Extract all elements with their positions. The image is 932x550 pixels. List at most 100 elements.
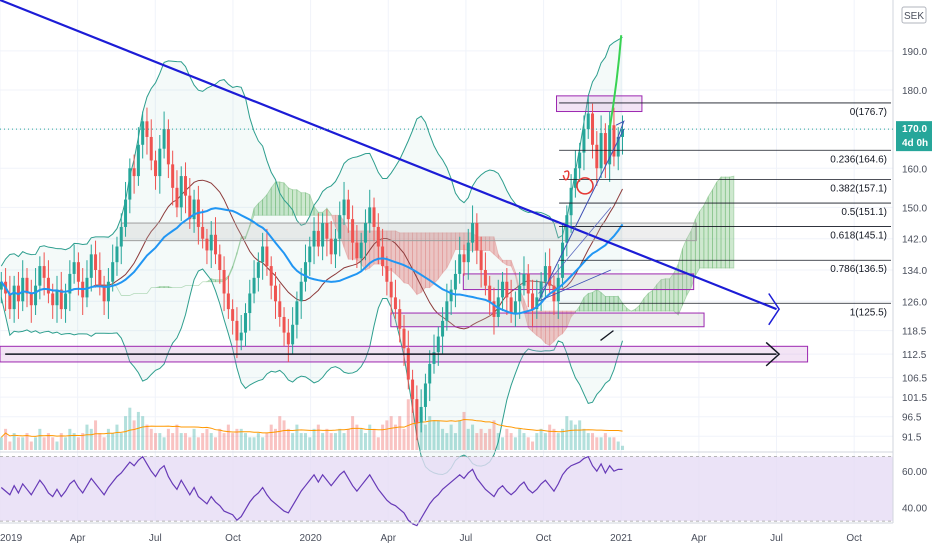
volume-bar [248, 437, 252, 450]
candle-body [453, 273, 457, 290]
volume-bar [522, 433, 526, 450]
candle-body [321, 223, 325, 247]
candle-body [25, 277, 29, 294]
candle-body [89, 254, 93, 278]
volume-bar [201, 433, 205, 450]
volume-bar [342, 433, 346, 450]
price-axis[interactable]: 91.5 96.5 101.5 106.5 112.5 118.5 126.0 134.0 14… [892, 0, 927, 523]
candle-body [115, 246, 119, 263]
volume-bar [98, 433, 102, 450]
cloud-segment [707, 188, 713, 269]
candle-body [68, 273, 72, 294]
volume-bar [441, 428, 445, 450]
volume-bar [509, 433, 513, 450]
candle-body [72, 262, 76, 274]
candle-body [34, 285, 38, 306]
volume-bar [462, 411, 466, 450]
candle-body [308, 246, 312, 263]
candle-body [535, 297, 539, 310]
volume-bar [531, 441, 535, 450]
cloud-segment [716, 176, 722, 269]
volume-bar [621, 445, 625, 450]
cloud-segment [729, 175, 735, 269]
price-tick-label: 150.0 [902, 203, 927, 214]
rsi-tick-label: 40.00 [902, 503, 927, 514]
candle-body [316, 230, 320, 247]
volume-bar [393, 424, 397, 450]
volume-bar [29, 441, 33, 450]
channel-line [537, 128, 625, 302]
candle-body [475, 223, 479, 251]
cloud-segment [699, 204, 705, 269]
candle-body [329, 238, 333, 255]
fib-label: 0(176.7) [850, 107, 887, 118]
volume-bar [235, 428, 239, 450]
volume-bar [231, 433, 235, 450]
volume-bar [81, 433, 85, 450]
candle-body [42, 266, 46, 278]
volume-bar [428, 416, 432, 450]
cloud-segment [712, 181, 718, 269]
volume-bar [501, 437, 505, 450]
currency-badge[interactable]: SEK [901, 6, 927, 24]
volume-bar [162, 437, 166, 450]
candle-body [355, 242, 359, 259]
volume-bar [106, 428, 110, 450]
candle-body [273, 285, 277, 302]
volume-bar [603, 433, 607, 450]
price-tick-label: 101.5 [902, 393, 927, 404]
candle-body [128, 168, 132, 200]
volume-bar [132, 420, 136, 450]
rsi-axis[interactable]: 40.00 60.00 [902, 467, 927, 514]
candle-body [243, 313, 247, 333]
volume-bar [149, 428, 153, 450]
candle-body [363, 223, 367, 243]
volume-bar [552, 428, 556, 450]
volume-bar [411, 395, 415, 450]
trend-drawings [0, 0, 781, 367]
cloud-segment [167, 286, 173, 289]
volume-bar [16, 437, 20, 450]
volume-bar [111, 433, 115, 450]
cloud-segment [626, 307, 633, 312]
volume-bar [21, 437, 25, 450]
candle-body [102, 285, 106, 302]
volume-bar [25, 433, 29, 450]
candle-body [269, 266, 273, 286]
candle-body [522, 273, 526, 286]
candle-body [222, 270, 226, 294]
volume-bar [256, 433, 260, 450]
volume-bar [573, 424, 577, 450]
candle-body [411, 379, 415, 400]
volume-bar [8, 441, 12, 450]
bar-countdown: 4d 0h [902, 138, 928, 149]
fibonacci-retracement: 0(176.7) 0.236(164.6) 0.382(157.1) 0.5(151.… [559, 102, 891, 318]
volume-bar [154, 433, 158, 450]
channel-line [538, 207, 612, 294]
volume-bar [145, 424, 149, 450]
candle-body [38, 266, 42, 286]
time-axis[interactable]: 2019 Apr Jul Oct 2020 Apr Jul Oct 2021 Apr Jul Oct [0, 533, 862, 544]
candle-body [175, 187, 179, 208]
candle-body [376, 226, 380, 247]
candle-body [436, 336, 440, 353]
candle-body [608, 125, 612, 165]
time-tick-label: 2021 [610, 533, 633, 544]
candle-body [372, 207, 376, 227]
cloud-segment [703, 196, 709, 269]
fib-label: 1(125.5) [850, 307, 887, 318]
volume-bar [398, 416, 402, 450]
fib-label: 0.786(136.5) [830, 264, 887, 275]
time-tick-label: Jul [149, 533, 162, 544]
candle-body [145, 121, 149, 137]
volume-bar [556, 433, 560, 450]
candle-body [346, 199, 350, 220]
volume-bar [518, 428, 522, 450]
volume-bar [312, 428, 316, 450]
volume-bar [316, 424, 320, 450]
candle-body [483, 270, 487, 286]
candle-body [616, 136, 620, 157]
volume-bar [205, 428, 209, 450]
candle-body [471, 223, 475, 243]
volume-bar [475, 433, 479, 450]
